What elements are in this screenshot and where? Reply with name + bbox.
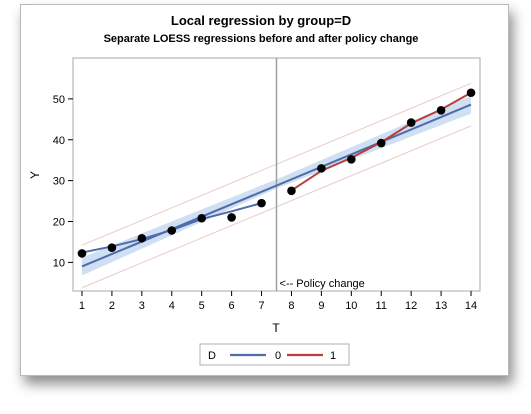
x-tick-label: 5 bbox=[199, 300, 205, 312]
y-axis-label: Y bbox=[28, 171, 42, 179]
data-point bbox=[466, 88, 476, 98]
x-tick-label: 6 bbox=[229, 300, 235, 312]
data-point bbox=[107, 243, 117, 252]
x-tick-label: 2 bbox=[109, 300, 115, 312]
data-point bbox=[436, 106, 446, 115]
data-point bbox=[257, 198, 266, 208]
chart-svg: Local regression by group=D Separate LOE… bbox=[28, 13, 481, 366]
data-point bbox=[406, 118, 416, 127]
y-tick-label: 20 bbox=[53, 217, 65, 229]
data-point bbox=[167, 226, 177, 235]
policy-change-annotation: <-- Policy change bbox=[280, 278, 365, 290]
x-axis-label: T bbox=[272, 321, 280, 335]
legend-box bbox=[199, 343, 350, 366]
data-point bbox=[197, 213, 206, 223]
data-point bbox=[347, 155, 356, 164]
x-tick-label: 1 bbox=[79, 300, 85, 312]
x-tick-label: 13 bbox=[435, 300, 447, 312]
overall-fit-line bbox=[81, 103, 472, 268]
x-tick-label: 9 bbox=[318, 300, 324, 312]
x-tick-label: 14 bbox=[465, 300, 477, 312]
data-point bbox=[227, 213, 236, 222]
data-point bbox=[77, 249, 87, 258]
data-point bbox=[376, 138, 386, 148]
data-point bbox=[287, 186, 296, 196]
legend-title: D bbox=[208, 350, 216, 362]
chart-frame: Local regression by group=D Separate LOE… bbox=[20, 4, 509, 376]
y-tick-label: 30 bbox=[53, 176, 65, 188]
legend-label-0: 0 bbox=[275, 350, 281, 362]
y-tick-label: 10 bbox=[53, 257, 65, 269]
x-tick-label: 10 bbox=[345, 300, 357, 312]
chart-subtitle: Separate LOESS regressions before and af… bbox=[104, 33, 419, 45]
overall-fit-layer bbox=[81, 103, 472, 268]
x-tick-label: 12 bbox=[405, 300, 417, 312]
x-tick-label: 8 bbox=[288, 300, 294, 312]
x-tick-label: 3 bbox=[139, 300, 145, 312]
x-tick-label: 11 bbox=[376, 300, 387, 312]
chart-title: Local regression by group=D bbox=[171, 13, 351, 28]
x-tick-label: 7 bbox=[258, 300, 264, 312]
data-point bbox=[317, 164, 326, 173]
y-tick-label: 50 bbox=[53, 94, 65, 106]
data-point bbox=[137, 233, 147, 243]
y-tick-label: 40 bbox=[53, 135, 65, 147]
points-layer bbox=[77, 88, 476, 258]
x-tick-label: 4 bbox=[169, 300, 175, 312]
legend-label-1: 1 bbox=[330, 350, 336, 362]
